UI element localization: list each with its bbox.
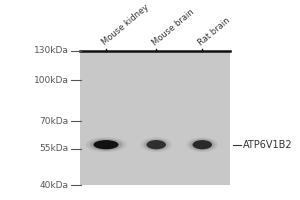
Ellipse shape: [193, 140, 212, 149]
Ellipse shape: [143, 139, 169, 151]
Text: ATP6V1B2: ATP6V1B2: [243, 140, 292, 150]
Text: 130kDa: 130kDa: [34, 46, 68, 55]
Ellipse shape: [141, 137, 172, 152]
Text: Rat brain: Rat brain: [196, 16, 232, 47]
Text: 100kDa: 100kDa: [34, 76, 68, 85]
Ellipse shape: [90, 139, 122, 151]
Text: Mouse kidney: Mouse kidney: [100, 3, 151, 47]
Text: 40kDa: 40kDa: [39, 181, 68, 190]
Ellipse shape: [94, 140, 118, 149]
Ellipse shape: [190, 139, 215, 151]
Ellipse shape: [86, 137, 126, 152]
Bar: [80, 51, 230, 185]
Text: 55kDa: 55kDa: [39, 144, 68, 153]
Ellipse shape: [187, 137, 218, 152]
Ellipse shape: [146, 140, 166, 149]
Text: Mouse brain: Mouse brain: [150, 7, 196, 47]
Text: 70kDa: 70kDa: [39, 117, 68, 126]
